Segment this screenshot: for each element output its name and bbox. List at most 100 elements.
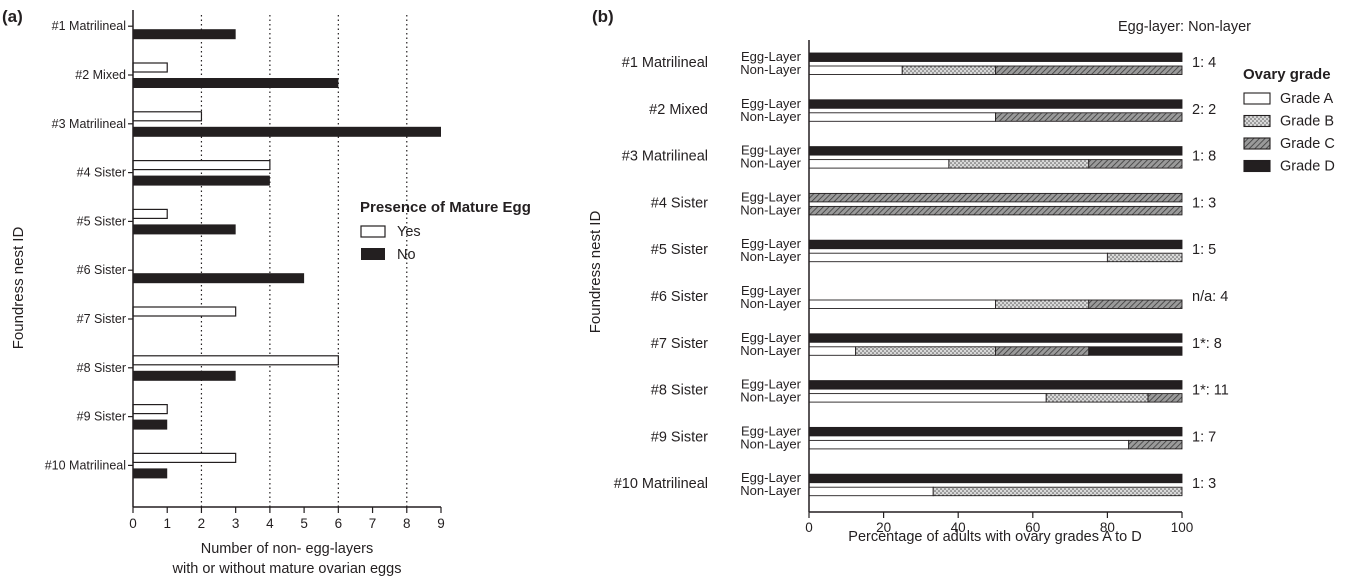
panel-b-legend-swatch-grade-b: [1243, 114, 1271, 128]
panel-b-subrow-label-egg-layer: Egg-Layer: [741, 49, 802, 64]
panel-b-subrow-label-egg-layer: Egg-Layer: [741, 96, 802, 111]
panel-b-segment-non-layer-grade-a: [808, 439, 1130, 450]
panel-b-segment-non-layer-grade-b: [948, 159, 1090, 169]
panel-b-segment-non-layer-grade-c: [1147, 393, 1183, 403]
panel-a-x-tick-label: 8: [403, 516, 411, 531]
panel-b-category-label: #8 Sister: [651, 383, 708, 399]
panel-b-segment-egg-layer-grade-d: [808, 380, 1183, 390]
panel-b-legend-title: Ovary grade: [1243, 66, 1331, 83]
panel-a-category-label: #9 Sister: [77, 410, 126, 424]
panel-a-legend-title: Presence of Mature Egg: [360, 199, 531, 216]
panel-b-segment-non-layer-grade-c: [995, 65, 1183, 75]
panel-b-legend-label-grade-d: Grade D: [1280, 159, 1335, 175]
panel-a-category-label: #7 Sister: [77, 312, 126, 326]
panel-b-segment-non-layer-grade-a: [808, 346, 857, 356]
panel-b-subrow-label-non-layer: Non-Layer: [740, 109, 801, 124]
panel-b-segment-egg-layer-grade-d: [808, 333, 1183, 343]
panel-b-segment-non-layer-grade-a: [808, 486, 934, 497]
panel-b-segment-non-layer-grade-b: [1045, 393, 1149, 403]
panel-b-segment-non-layer-grade-a: [808, 252, 1108, 263]
panel-a-bar-yes: [132, 208, 168, 219]
panel-b-x-tick-label: 40: [951, 520, 966, 535]
panel-b-segment-egg-layer-grade-c: [808, 192, 1183, 203]
panel-b-segment-non-layer-grade-c: [808, 205, 1183, 216]
panel-a-x-tick-label: 4: [266, 516, 274, 531]
panel-a-bar-yes: [132, 160, 271, 171]
panel-b-subrow-label-egg-layer: Egg-Layer: [741, 423, 802, 438]
panel-b-segment-egg-layer-grade-d: [808, 99, 1183, 109]
panel-b-category-label: #10 Matrilineal: [614, 476, 708, 492]
panel-b-legend-label-grade-c: Grade C: [1280, 136, 1335, 152]
panel-a-category-label: #4 Sister: [77, 166, 126, 180]
panel-a-x-axis-title-line2: with or without mature ovarian eggs: [172, 561, 402, 577]
panel-a-bar-no: [133, 126, 441, 137]
panel-a-x-tick-label: 9: [437, 516, 445, 531]
panel-b-ratio-label: 1: 3: [1192, 195, 1216, 211]
panel-a-x-tick-label: 1: [163, 516, 171, 531]
panel-b-category-label: #9 Sister: [651, 429, 708, 445]
panel-b-segment-non-layer-grade-c: [995, 346, 1090, 356]
panel-b-segment-non-layer-grade-a: [808, 393, 1047, 403]
panel-a-bar-no: [133, 419, 168, 430]
panel-b-segment-non-layer-grade-c: [1088, 159, 1183, 169]
panel-a-bar-no: [133, 175, 270, 186]
panel-a-legend-swatch-no: [361, 248, 385, 260]
panel-b-subrow-label-non-layer: Non-Layer: [740, 296, 801, 311]
panel-b-segment-non-layer-grade-b: [1106, 252, 1183, 263]
panel-b-subrow-label-egg-layer: Egg-Layer: [741, 283, 802, 298]
panel-b-segment-non-layer-grade-c: [1128, 439, 1183, 450]
panel-b-legend-label-grade-a: Grade A: [1280, 91, 1334, 107]
panel-b-segment-non-layer-grade-c: [1088, 299, 1183, 309]
panel-a-bar-no: [133, 224, 236, 235]
panel-a-y-axis-title: Foundress nest ID: [10, 227, 27, 350]
panel-b-subrow-label-non-layer: Non-Layer: [740, 483, 801, 498]
panel-a-bar-yes: [132, 452, 237, 463]
panel-b-subrow-label-egg-layer: Egg-Layer: [741, 143, 802, 158]
panel-a-x-tick-label: 0: [129, 516, 137, 531]
panel-b-subrow-label-non-layer: Non-Layer: [740, 202, 801, 217]
panel-b-subrow-label-egg-layer: Egg-Layer: [741, 236, 802, 251]
panel-b-x-tick-label: 0: [805, 520, 813, 535]
panel-b-segment-non-layer-grade-b: [855, 346, 996, 356]
panel-a-bar-yes: [132, 62, 168, 73]
panel-b-subrow-label-non-layer: Non-Layer: [740, 156, 801, 171]
panel-a-bar-no: [133, 273, 305, 284]
panel-a-category-label: #6 Sister: [77, 263, 126, 277]
panel-a-label: (a): [2, 7, 23, 26]
panel-b-category-label: #4 Sister: [651, 195, 708, 211]
panel-a-bar-no: [133, 370, 236, 381]
panel-a-legend-label-no: No: [397, 247, 416, 263]
panel-a-category-label: #3 Matrilineal: [52, 117, 126, 131]
panel-a-legend-swatch-yes: [360, 225, 386, 238]
panel-b-x-tick-label: 80: [1100, 520, 1115, 535]
panel-a-bar-no: [133, 468, 168, 479]
panel-b-x-axis-title: Percentage of adults with ovary grades A…: [848, 529, 1141, 545]
panel-b-subrow-label-non-layer: Non-Layer: [740, 249, 801, 264]
panel-b-x-tick-label: 20: [876, 520, 891, 535]
panel-b-y-axis-title: Foundress nest ID: [587, 211, 604, 334]
panel-b-ratio-label: 1*: 11: [1192, 383, 1229, 399]
panel-b-legend-swatch-grade-a: [1243, 92, 1271, 105]
panel-b-category-label: #5 Sister: [651, 242, 708, 258]
panel-b-segment-egg-layer-grade-d: [808, 146, 1183, 156]
panel-b-ratio-label: n/a: 4: [1192, 289, 1228, 305]
panel-a-bar-yes: [132, 355, 339, 366]
panel-a-x-tick-label: 5: [300, 516, 308, 531]
panel-a-category-label: #8 Sister: [77, 361, 126, 375]
panel-a-category-label: #2 Mixed: [75, 68, 126, 82]
panel-a-legend-label-yes: Yes: [397, 224, 421, 240]
panel-b-segment-egg-layer-grade-d: [808, 52, 1183, 62]
panel-b-segment-non-layer-grade-a: [808, 159, 950, 169]
panel-b-subrow-label-egg-layer: Egg-Layer: [741, 470, 802, 485]
panel-b-subrow-label-non-layer: Non-Layer: [740, 390, 801, 405]
panel-b-segment-egg-layer-grade-d: [808, 426, 1183, 437]
panel-a-bar-no: [133, 78, 339, 88]
panel-b-ratio-label: 1: 8: [1192, 149, 1216, 165]
panel-b-category-label: #1 Matrilineal: [622, 55, 708, 71]
panel-b-segment-non-layer-grade-b: [901, 65, 996, 75]
panel-a-category-label: #1 Matrilineal: [52, 19, 126, 33]
panel-a-plot: #1 Matrilineal #2 Mixed #3 Matrilineal #4 S…: [45, 10, 445, 531]
panel-b-category-label: #2 Mixed: [649, 102, 708, 118]
panel-a-x-tick-label: 2: [198, 516, 206, 531]
panel-b-ratio-header: Egg-layer: Non-layer: [1118, 19, 1251, 35]
